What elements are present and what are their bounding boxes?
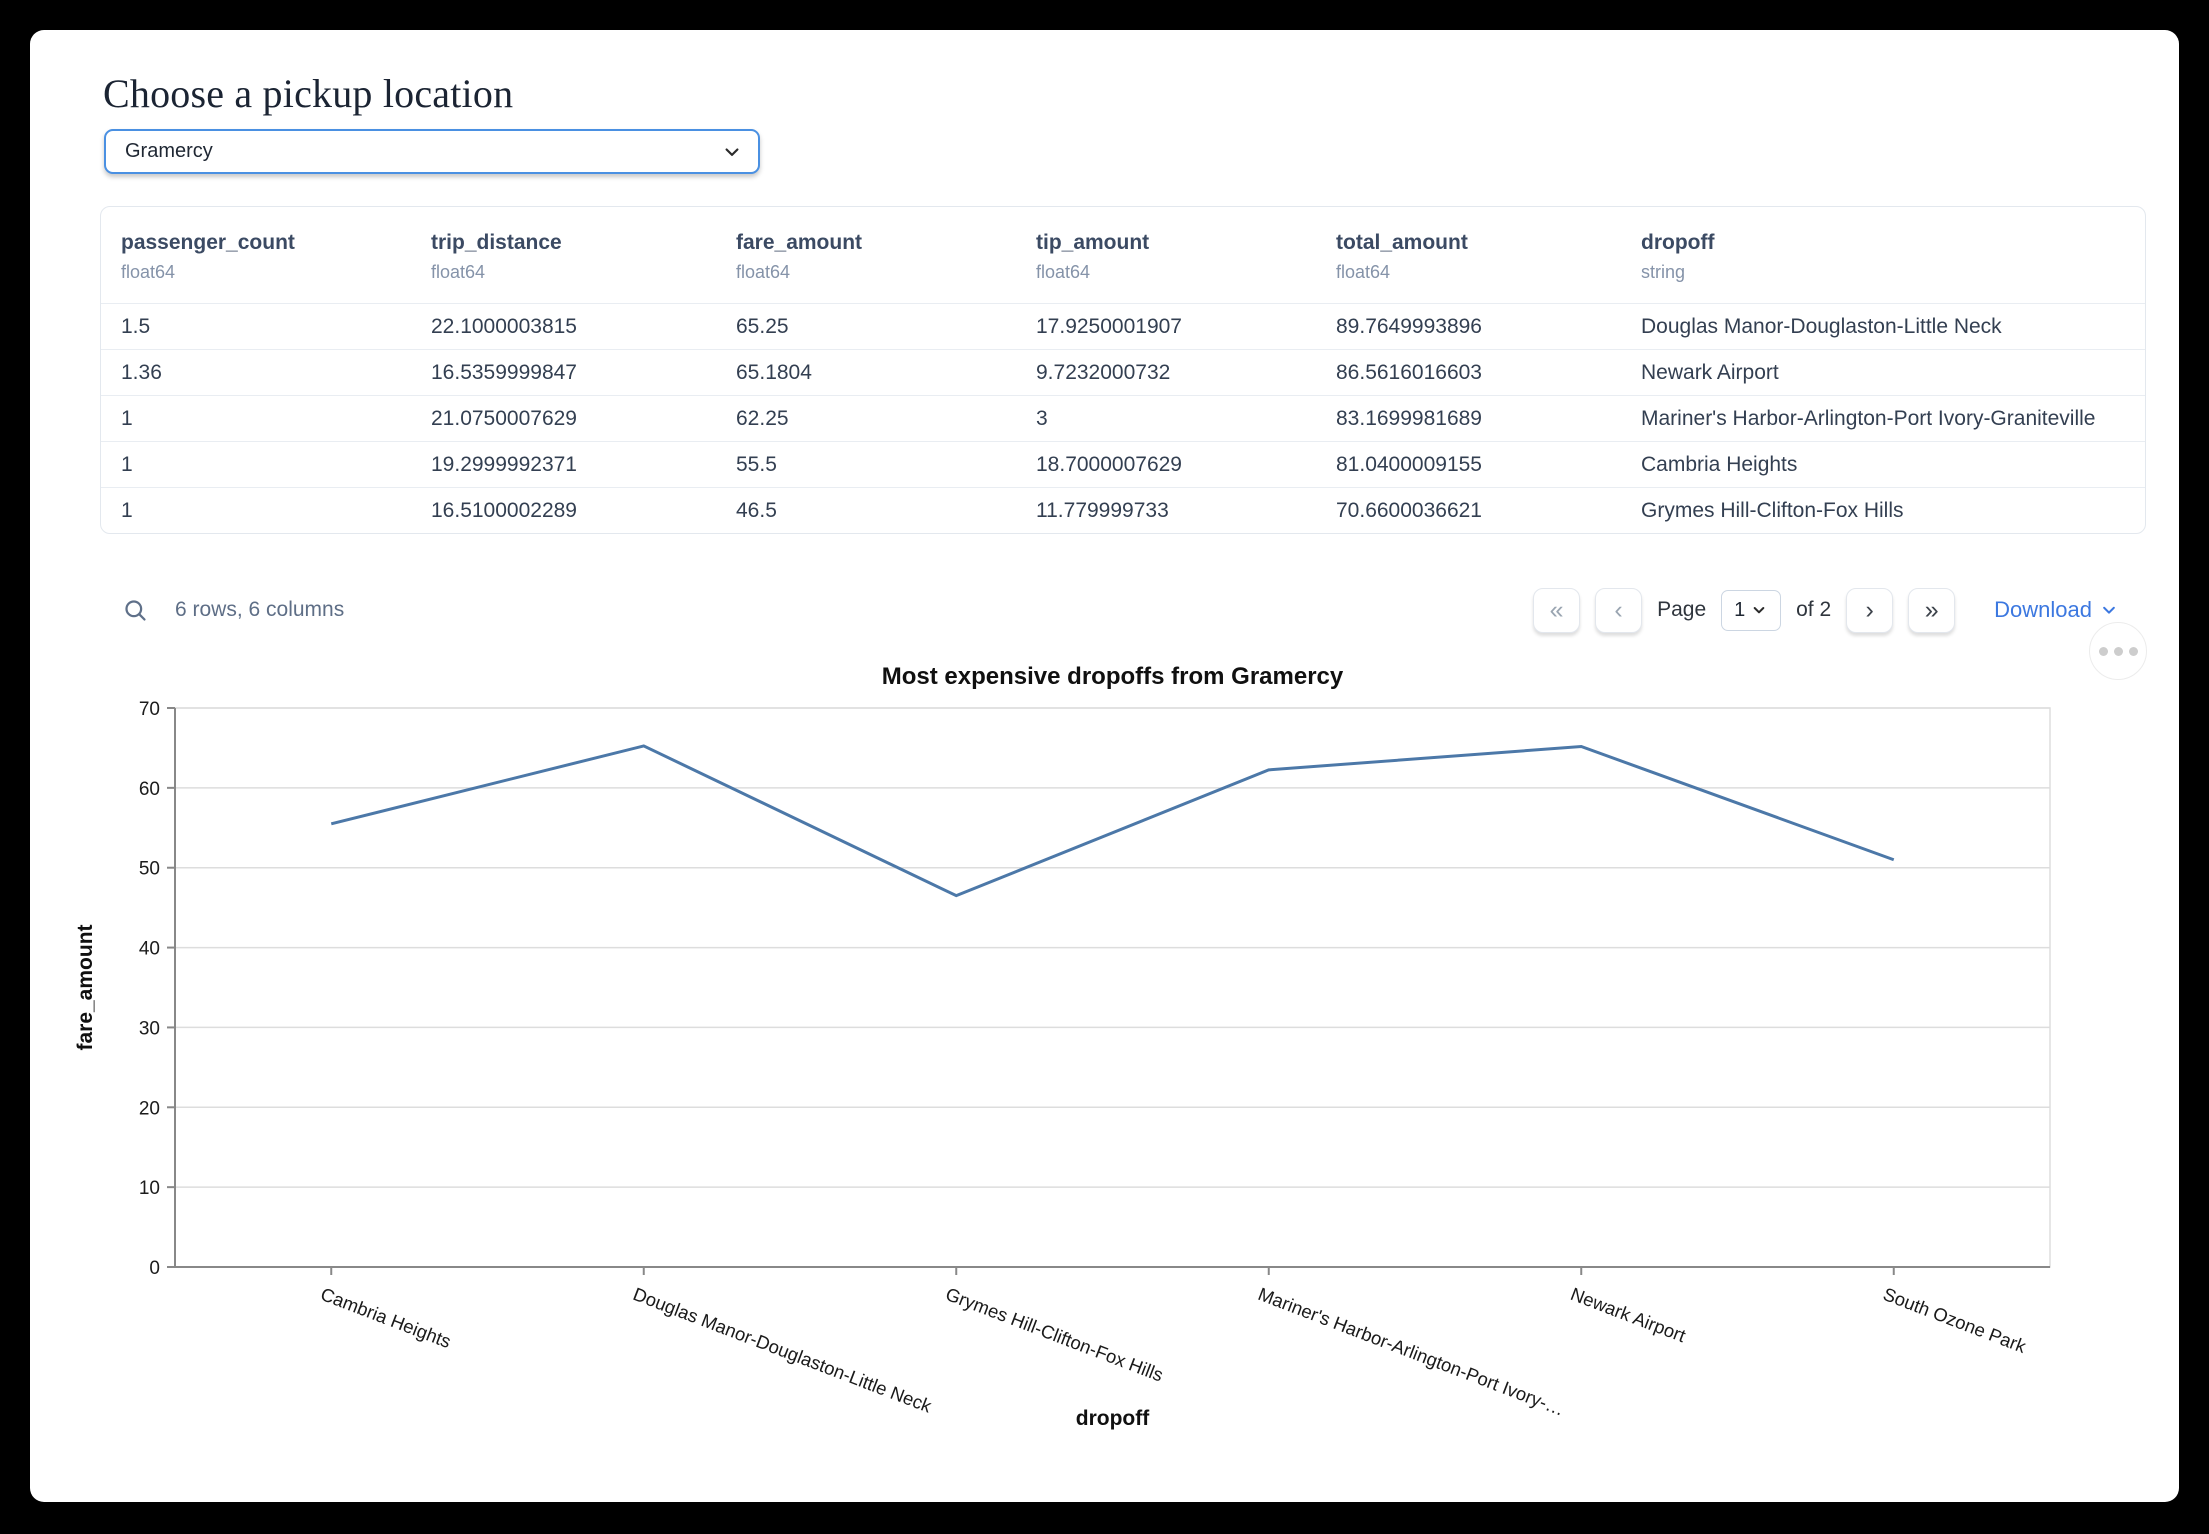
- table-cell: 22.1000003815: [431, 314, 577, 338]
- column-name[interactable]: dropoff: [1641, 231, 1715, 254]
- page-select-value: 1: [1734, 598, 1746, 621]
- table-cell: Newark Airport: [1641, 360, 1779, 384]
- page-select[interactable]: 1: [1721, 589, 1782, 631]
- column-dtype: float64: [1036, 262, 1091, 282]
- next-page-button[interactable]: ›: [1846, 587, 1894, 633]
- x-tick-label: South Ozone Park: [1880, 1283, 2029, 1357]
- search-button[interactable]: [122, 597, 149, 624]
- last-page-button[interactable]: »: [1908, 587, 1956, 633]
- table-row[interactable]: 1 21.0750007629 62.25 3 83.1699981689 Ma…: [101, 395, 2145, 441]
- table-cell: 3: [1036, 406, 1048, 430]
- column-name[interactable]: trip_distance: [431, 231, 562, 254]
- more-options-icon: [2098, 646, 2138, 656]
- table-cell: 65.25: [736, 314, 789, 338]
- column-dtype: float64: [431, 262, 486, 282]
- page-total-label: of 2: [1796, 598, 1832, 621]
- table-cell: 55.5: [736, 452, 777, 476]
- page-label: Page: [1657, 598, 1707, 621]
- table-row[interactable]: 1.5 22.1000003815 65.25 17.9250001907 89…: [101, 303, 2145, 349]
- column-name[interactable]: tip_amount: [1036, 231, 1150, 254]
- table-cell: 1.5: [121, 314, 151, 338]
- table-row[interactable]: 1 19.2999992371 55.5 18.7000007629 81.04…: [101, 441, 2145, 487]
- column-name[interactable]: passenger_count: [121, 231, 295, 254]
- data-table: passenger_count float64 trip_distance fl…: [100, 206, 2146, 534]
- chevron-down-icon: [725, 147, 739, 156]
- table-cell: 17.9250001907: [1036, 314, 1182, 338]
- app-page: Choose a pickup location Gramercy passen…: [30, 30, 2179, 1502]
- row-count-summary: 6 rows, 6 columns: [175, 598, 345, 621]
- table-cell: 1: [121, 452, 133, 476]
- table-cell: 18.7000007629: [1036, 452, 1182, 476]
- x-tick-label: Douglas Manor-Douglaston-Little Neck: [630, 1283, 935, 1417]
- table-cell: 65.1804: [736, 360, 812, 384]
- y-tick-label: 30: [139, 1018, 160, 1039]
- table-cell: 70.6600036621: [1336, 498, 1482, 522]
- y-tick-label: 10: [139, 1178, 160, 1199]
- column-header: tip_amount float64: [1016, 231, 1316, 283]
- y-tick-label: 20: [139, 1098, 160, 1119]
- y-tick-label: 40: [139, 939, 160, 960]
- pickup-location-value: Gramercy: [125, 140, 213, 162]
- line-chart-canvas: Most expensive dropoffs from Gramercy 0 10…: [74, 663, 2051, 1430]
- table-cell: 46.5: [736, 498, 777, 522]
- y-tick-label: 0: [149, 1258, 160, 1279]
- table-cell: 19.2999992371: [431, 452, 577, 476]
- column-dtype: float64: [121, 262, 176, 282]
- chevron-down-icon: [1753, 607, 1765, 614]
- chart: Most expensive dropoffs from Gramercy 0 10…: [30, 620, 2179, 1465]
- table-cell: Mariner's Harbor-Arlington-Port Ivory-Gr…: [1641, 406, 2096, 430]
- table-cell: 89.7649993896: [1336, 314, 1482, 338]
- table-cell: 16.5100002289: [431, 498, 577, 522]
- y-tick-label: 50: [139, 859, 160, 880]
- chart-menu-button[interactable]: [2089, 622, 2147, 680]
- table-cell: Cambria Heights: [1641, 452, 1798, 476]
- column-header: trip_distance float64: [411, 231, 716, 283]
- page-title: Choose a pickup location: [103, 71, 514, 116]
- table-header-row: passenger_count float64 trip_distance fl…: [101, 207, 2145, 303]
- column-header: total_amount float64: [1316, 231, 1621, 283]
- table-row[interactable]: 1 16.5100002289 46.5 11.779999733 70.660…: [101, 487, 2145, 533]
- table-cell: 83.1699981689: [1336, 406, 1482, 430]
- column-header: passenger_count float64: [101, 231, 411, 283]
- column-header: fare_amount float64: [716, 231, 1016, 283]
- x-tick-label: Newark Airport: [1568, 1283, 1689, 1346]
- column-name[interactable]: total_amount: [1336, 231, 1468, 254]
- table-cell: Grymes Hill-Clifton-Fox Hills: [1641, 498, 1904, 522]
- y-axis-title: fare_amount: [74, 924, 97, 1050]
- table-cell: 9.7232000732: [1036, 360, 1171, 384]
- table-cell: 1: [121, 406, 133, 430]
- table-cell: Douglas Manor-Douglaston-Little Neck: [1641, 314, 2002, 338]
- search-icon: [125, 599, 146, 621]
- table-cell: 16.5359999847: [431, 360, 577, 384]
- x-tick-label: Cambria Heights: [318, 1283, 454, 1352]
- first-page-button[interactable]: «: [1533, 587, 1581, 633]
- column-name[interactable]: fare_amount: [736, 231, 863, 254]
- table-cell: 1: [121, 498, 133, 522]
- y-tick-label: 70: [139, 699, 160, 720]
- pickup-location-select[interactable]: Gramercy: [104, 129, 760, 174]
- x-tick-label: Grymes Hill-Clifton-Fox Hills: [943, 1283, 1166, 1385]
- download-button[interactable]: Download: [1988, 596, 2124, 624]
- prev-page-button[interactable]: ‹: [1595, 587, 1643, 633]
- table-cell: 81.0400009155: [1336, 452, 1482, 476]
- table-cell: 62.25: [736, 406, 789, 430]
- chevron-down-icon: [2103, 606, 2115, 614]
- download-label: Download: [1994, 597, 2092, 622]
- table-footer: 6 rows, 6 columns « ‹ Page 1 of 2 › » Do…: [100, 582, 2146, 638]
- column-header: dropoff string: [1621, 231, 2145, 283]
- table-cell: 86.5616016603: [1336, 360, 1482, 384]
- column-dtype: string: [1641, 262, 1686, 282]
- column-dtype: float64: [1336, 262, 1391, 282]
- table-row[interactable]: 1.36 16.5359999847 65.1804 9.7232000732 …: [101, 349, 2145, 395]
- table-cell: 1.36: [121, 360, 162, 384]
- table-cell: 11.779999733: [1036, 498, 1169, 522]
- x-axis-title: dropoff: [1076, 1407, 1150, 1430]
- chart-title: Most expensive dropoffs from Gramercy: [882, 663, 1344, 690]
- x-tick-label: Mariner's Harbor-Arlington-Port Ivory-…: [1255, 1283, 1567, 1420]
- column-dtype: float64: [736, 262, 791, 282]
- table-cell: 21.0750007629: [431, 406, 577, 430]
- data-line: [330, 744, 1895, 898]
- y-tick-label: 60: [139, 779, 160, 800]
